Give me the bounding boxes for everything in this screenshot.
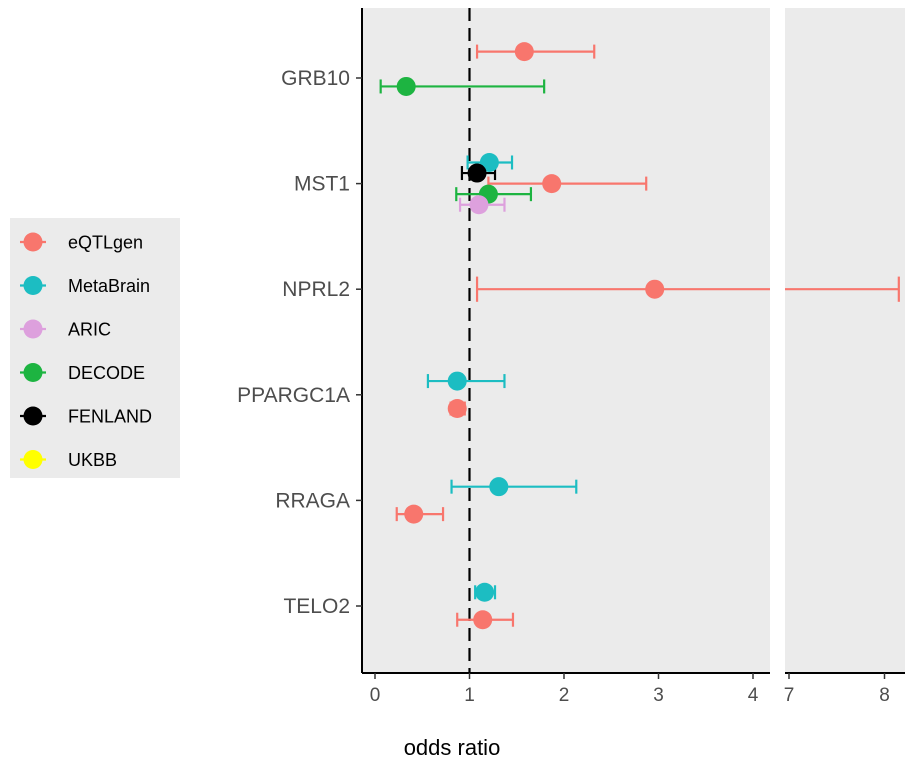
legend-key-dot — [23, 319, 43, 339]
y-tick-label: RRAGA — [275, 489, 350, 512]
point-fenland — [467, 163, 487, 183]
y-tick-label: MST1 — [294, 173, 350, 196]
point-metabrain — [447, 371, 467, 391]
x-tick-label: 8 — [879, 685, 890, 706]
x-tick-label: 0 — [370, 685, 381, 706]
legend-background — [10, 218, 180, 478]
legend-item-decode: DECODE — [20, 363, 145, 383]
y-axis-ticks: GRB10 MST1 NPRL2 PPARGC1A RRAGA TELO2 — [237, 67, 362, 618]
point-eqtlgen — [447, 399, 467, 419]
legend-label: FENLAND — [68, 407, 152, 427]
point-eqtlgen — [645, 279, 665, 299]
x-tick-label: 3 — [653, 685, 664, 706]
point-eqtlgen — [542, 174, 562, 194]
legend-item-eqtlgen: eQTLgen — [20, 232, 143, 253]
x-tick-label: 4 — [748, 685, 759, 706]
x-tick-label: 1 — [464, 685, 475, 706]
legend-label: MetaBrain — [68, 276, 150, 296]
point-metabrain — [489, 477, 509, 497]
y-tick-label: NPRL2 — [282, 278, 350, 301]
point-eqtlgen — [404, 504, 424, 524]
x-tick-label: 2 — [559, 685, 570, 706]
point-metabrain — [475, 582, 495, 602]
x-axis-ticks: 0 1 2 3 4 7 8 — [370, 673, 890, 706]
y-tick-label: PPARGC1A — [237, 384, 350, 407]
legend-item-aric: ARIC — [20, 319, 111, 340]
legend-key-dot — [23, 232, 43, 252]
panel-right-background — [785, 8, 905, 673]
error-bar — [450, 479, 578, 494]
legend-key-dot — [23, 363, 43, 382]
legend-item-fenland: FENLAND — [20, 406, 152, 427]
point-metabrain — [479, 152, 499, 172]
legend-label: DECODE — [68, 363, 145, 383]
error-bar — [475, 276, 900, 302]
legend-item-metabrain: MetaBrain — [20, 276, 150, 296]
x-tick-label: 7 — [784, 685, 795, 706]
x-axis-label: odds ratio — [404, 735, 501, 760]
legend-label: UKBB — [68, 450, 117, 470]
points — [396, 42, 665, 630]
point-decode — [396, 76, 416, 96]
legend-key-dot — [23, 276, 43, 295]
legend-item-ukbb: UKBB — [20, 450, 117, 470]
legend: eQTLgen MetaBrain ARIC DECODE FENLAND UKBB — [20, 232, 152, 470]
legend-key-dot — [23, 406, 43, 426]
point-aric — [469, 195, 489, 215]
legend-label: ARIC — [68, 320, 111, 340]
legend-key-dot — [23, 450, 43, 469]
panel-left-background — [362, 8, 770, 673]
point-eqtlgen — [514, 42, 534, 62]
point-eqtlgen — [473, 610, 493, 630]
y-tick-label: TELO2 — [283, 595, 350, 618]
error-bar — [475, 44, 596, 59]
legend-label: eQTLgen — [68, 233, 143, 253]
y-tick-label: GRB10 — [281, 67, 350, 90]
